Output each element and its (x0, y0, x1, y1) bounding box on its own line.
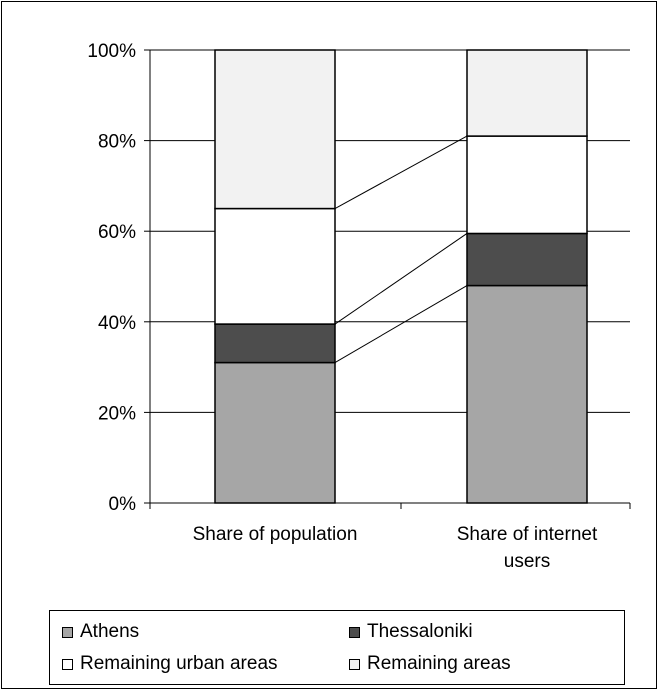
bar-0-remaining-areas (214, 49, 336, 210)
bar-1-remaining-urban-areas (466, 135, 588, 235)
x-category-label-0: Share of population (193, 524, 358, 545)
y-tick-label-1: 20% (98, 403, 136, 424)
bar-1-thessaloniki (466, 232, 588, 287)
y-axis (144, 49, 631, 509)
bar-1-athens (466, 284, 588, 504)
legend-label-remaining-areas: Remaining areas (367, 653, 511, 674)
connector-line-0 (334, 285, 468, 364)
legend: Athens Thessaloniki Remaining urban area… (49, 610, 625, 685)
connector-line-1 (334, 233, 468, 325)
legend-item-remaining-areas: Remaining areas (349, 653, 511, 675)
x-category-labels: Share of population Share of internet user… (193, 524, 598, 572)
legend-swatch-athens (62, 626, 73, 638)
y-tick-label-0: 0% (109, 494, 137, 515)
y-tick-label-3: 60% (98, 222, 136, 243)
legend-item-athens: Athens (62, 621, 139, 643)
legend-item-thessaloniki: Thessaloniki (349, 621, 473, 643)
y-tick-label-2: 40% (98, 313, 136, 334)
legend-label-athens: Athens (80, 621, 140, 642)
bar-0-thessaloniki (214, 323, 336, 364)
y-tick-label-4: 80% (98, 132, 136, 153)
legend-swatch-remaining-areas (349, 658, 360, 670)
bar-0-remaining-urban-areas (214, 207, 336, 325)
bars (214, 49, 588, 504)
bar-1-remaining-areas (466, 49, 588, 137)
connector-line-2 (334, 135, 468, 209)
x-category-label-1: Share of internet users (457, 524, 598, 572)
connector-lines (334, 135, 468, 364)
legend-item-remaining-urban-areas: Remaining urban areas (62, 653, 278, 675)
y-tick-labels: 0% 20% 40% 60% 80% 100% (87, 41, 136, 515)
legend-label-remaining-urban-areas: Remaining urban areas (80, 653, 278, 674)
legend-swatch-thessaloniki (349, 626, 360, 638)
legend-swatch-remaining-urban-areas (62, 658, 73, 670)
y-tick-label-5: 100% (87, 41, 136, 62)
stacked-bar-chart: 0%20%40%60%80%100% Share of population Sh… (87, 41, 631, 572)
legend-label-thessaloniki: Thessaloniki (367, 621, 473, 642)
bar-0-athens (214, 361, 336, 504)
